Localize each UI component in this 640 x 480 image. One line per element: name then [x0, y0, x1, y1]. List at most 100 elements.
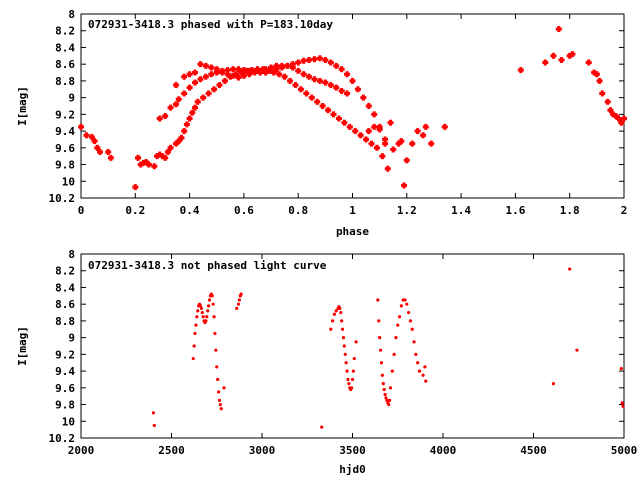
data-point: [380, 373, 384, 377]
y-tick-label: 8.8: [55, 315, 75, 328]
top-y-axis-ticks: 8 8.2 8.4 8.6 8.8 9 9.2 9.4 9.6 9.8 10 10.2: [49, 8, 624, 205]
y-tick-label: 9: [68, 332, 75, 345]
data-point: [311, 56, 318, 63]
data-point: [344, 361, 348, 365]
top-x-axis-ticks: 0 0.2 0.4 0.6 0.8 1 1.2 1.4 1.6 1.8 2: [78, 14, 628, 217]
data-point: [558, 57, 565, 63]
data-point: [388, 398, 392, 402]
data-point: [382, 387, 386, 392]
data-point: [204, 319, 208, 323]
data-point: [344, 90, 351, 97]
data-point: [192, 79, 199, 86]
x-tick-label: 2: [621, 204, 628, 217]
data-point: [273, 62, 280, 69]
data-point: [340, 327, 345, 331]
x-tick-label: 1.4: [451, 204, 471, 217]
y-tick-label: 10.2: [49, 192, 76, 205]
data-point: [192, 69, 199, 76]
data-point: [428, 140, 435, 147]
x-tick-label: 1.8: [560, 204, 580, 217]
data-point: [219, 69, 226, 76]
data-point: [137, 161, 144, 168]
data-point: [219, 407, 223, 411]
data-point: [360, 94, 367, 101]
data-point: [212, 315, 216, 319]
data-point: [224, 71, 231, 78]
data-point: [354, 86, 361, 93]
data-point: [216, 82, 223, 89]
data-point: [382, 136, 389, 143]
data-point: [135, 154, 142, 161]
data-point: [200, 94, 207, 101]
data-point: [300, 71, 307, 78]
x-tick-label: 2500: [158, 444, 185, 457]
y-tick-label: 8.6: [55, 298, 75, 311]
data-point: [349, 386, 354, 390]
y-tick-label: 8.4: [55, 281, 75, 294]
y-tick-label: 9.6: [55, 382, 75, 395]
data-point: [376, 298, 380, 302]
x-tick-label: 2000: [68, 444, 95, 457]
data-point: [235, 66, 242, 73]
data-point: [216, 390, 221, 394]
bottom-plot-frame: [80, 253, 625, 439]
data-point: [335, 115, 342, 122]
data-point: [213, 66, 220, 73]
data-point: [175, 138, 182, 145]
data-point: [152, 423, 156, 428]
y-tick-label: 8.2: [55, 265, 75, 278]
data-point: [181, 73, 188, 80]
y-tick-label: 10.2: [49, 432, 76, 445]
data-point: [246, 71, 253, 78]
data-point: [596, 77, 603, 84]
data-point: [162, 154, 169, 161]
data-point: [338, 306, 342, 310]
data-point: [202, 62, 209, 69]
data-point: [405, 302, 409, 306]
data-point: [365, 103, 372, 109]
data-point: [612, 113, 619, 120]
data-point: [281, 73, 288, 80]
data-point: [345, 369, 349, 373]
data-point: [371, 123, 378, 130]
data-point: [316, 55, 323, 62]
data-point: [156, 115, 163, 122]
data-point: [392, 352, 396, 356]
data-point: [164, 149, 171, 155]
x-tick-label: 3500: [339, 444, 366, 457]
data-point: [618, 119, 625, 126]
data-point: [239, 292, 243, 296]
data-point: [371, 111, 378, 118]
data-point: [408, 319, 413, 323]
bottom-x-axis-ticks: 2000 2500 3000 3500 4000 4500 5000: [68, 254, 637, 457]
data-point: [378, 348, 383, 352]
y-tick-label: 8.2: [55, 25, 75, 38]
data-point: [410, 327, 414, 331]
y-tick-label: 9: [68, 92, 75, 105]
x-tick-label: 0.2: [125, 204, 145, 217]
data-point: [257, 67, 264, 74]
data-point: [186, 71, 193, 78]
data-point: [189, 109, 196, 116]
data-point: [191, 356, 195, 361]
data-point: [352, 128, 359, 135]
top-x-axis-label: phase: [336, 225, 369, 238]
x-tick-label: 0.8: [288, 204, 308, 217]
data-point: [555, 26, 562, 33]
data-point: [193, 331, 197, 336]
data-point: [173, 82, 180, 89]
y-tick-label: 8.4: [55, 41, 75, 54]
data-point: [236, 302, 241, 306]
data-point: [377, 319, 381, 323]
data-point: [620, 401, 624, 405]
data-point: [295, 59, 302, 66]
data-point: [215, 365, 219, 369]
data-point: [206, 309, 210, 313]
data-point: [621, 404, 625, 408]
y-tick-label: 9.2: [55, 108, 75, 121]
data-point: [246, 67, 253, 74]
top-plot-title: 072931-3418.3 phased with P=183.10day: [88, 18, 333, 31]
data-point: [414, 352, 418, 356]
data-point: [379, 361, 384, 365]
x-tick-label: 3000: [249, 444, 276, 457]
